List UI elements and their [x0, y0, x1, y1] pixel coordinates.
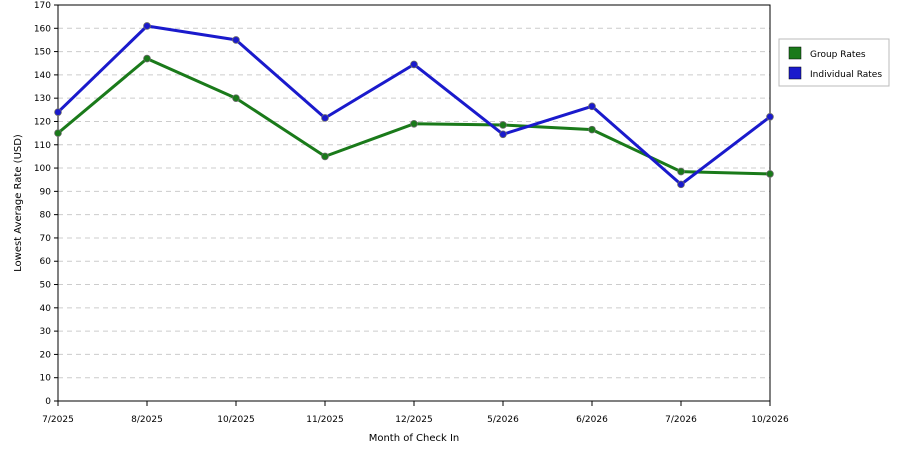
x-tick-label: 6/2026	[576, 415, 608, 425]
y-tick-label: 10	[40, 374, 52, 384]
data-point-individual-rates	[766, 113, 774, 121]
x-axis-title: Month of Check In	[369, 433, 460, 444]
data-point-group-rates	[677, 167, 685, 176]
y-tick-label: 60	[40, 257, 52, 267]
y-tick-label: 30	[40, 327, 52, 337]
y-tick-label: 140	[34, 71, 51, 81]
data-point-individual-rates	[232, 36, 240, 44]
data-point-group-rates	[766, 170, 774, 178]
y-tick-label: 120	[34, 117, 51, 127]
series-line-individual-rates	[56, 24, 771, 186]
y-tick-label: 110	[34, 141, 51, 151]
data-point-group-rates	[410, 120, 418, 128]
data-point-group-rates	[143, 54, 151, 63]
legend-label-individual-rates: Individual Rates	[810, 70, 882, 80]
y-tick-label: 0	[45, 397, 51, 407]
data-point-group-rates	[499, 121, 507, 129]
data-point-group-rates	[588, 125, 596, 134]
y-tick-label: 100	[34, 164, 51, 174]
y-tick-label: 40	[40, 304, 52, 314]
y-tick-label: 50	[40, 281, 52, 291]
data-point-group-rates	[321, 152, 329, 161]
x-tick-label: 11/2025	[306, 415, 343, 425]
y-tick-label: 90	[40, 187, 52, 197]
x-tick-label: 7/2026	[665, 415, 697, 425]
grid-lines	[58, 27, 770, 379]
x-tick-label: 7/2025	[42, 415, 74, 425]
data-point-group-rates	[54, 129, 62, 137]
series-line-group-rates	[57, 57, 771, 176]
data-point-individual-rates	[588, 102, 596, 111]
y-tick-label: 20	[40, 350, 52, 360]
data-point-individual-rates	[54, 108, 62, 116]
y-tick-label: 80	[40, 211, 52, 221]
series-lines	[54, 22, 774, 189]
data-point-individual-rates	[321, 114, 329, 122]
x-tick-label: 10/2026	[751, 415, 789, 425]
data-point-individual-rates	[677, 180, 685, 189]
data-point-group-rates	[232, 94, 240, 102]
y-tick-label: 130	[34, 94, 51, 104]
y-axis-title: Lowest Average Rate (USD)	[13, 134, 24, 272]
legend-swatch-individual-rates	[788, 66, 802, 80]
legend-label-group-rates: Group Rates	[810, 50, 866, 60]
data-point-individual-rates	[143, 22, 151, 30]
y-tick-label: 160	[34, 24, 51, 34]
x-tick-label: 10/2025	[217, 415, 254, 425]
y-tick-label: 170	[34, 1, 51, 11]
data-point-individual-rates	[410, 60, 418, 69]
x-tick-label: 8/2025	[131, 415, 163, 425]
legend: Group Rates Individual Rates	[778, 38, 890, 87]
x-tick-label: 12/2025	[395, 415, 432, 425]
y-axis-ticks: 0 10 20 30 40 50 60 70 80 90 100 110 120 130 140 150 160…	[34, 1, 58, 407]
x-tick-label: 5/2026	[487, 415, 519, 425]
data-point-individual-rates	[499, 130, 507, 139]
y-tick-label: 70	[40, 234, 52, 244]
y-tick-label: 150	[34, 48, 51, 58]
x-axis-ticks: 7/2025 8/2025 10/2025 11/2025 12/2025 5/2026 6…	[42, 401, 789, 425]
legend-swatch-group-rates	[788, 46, 802, 60]
